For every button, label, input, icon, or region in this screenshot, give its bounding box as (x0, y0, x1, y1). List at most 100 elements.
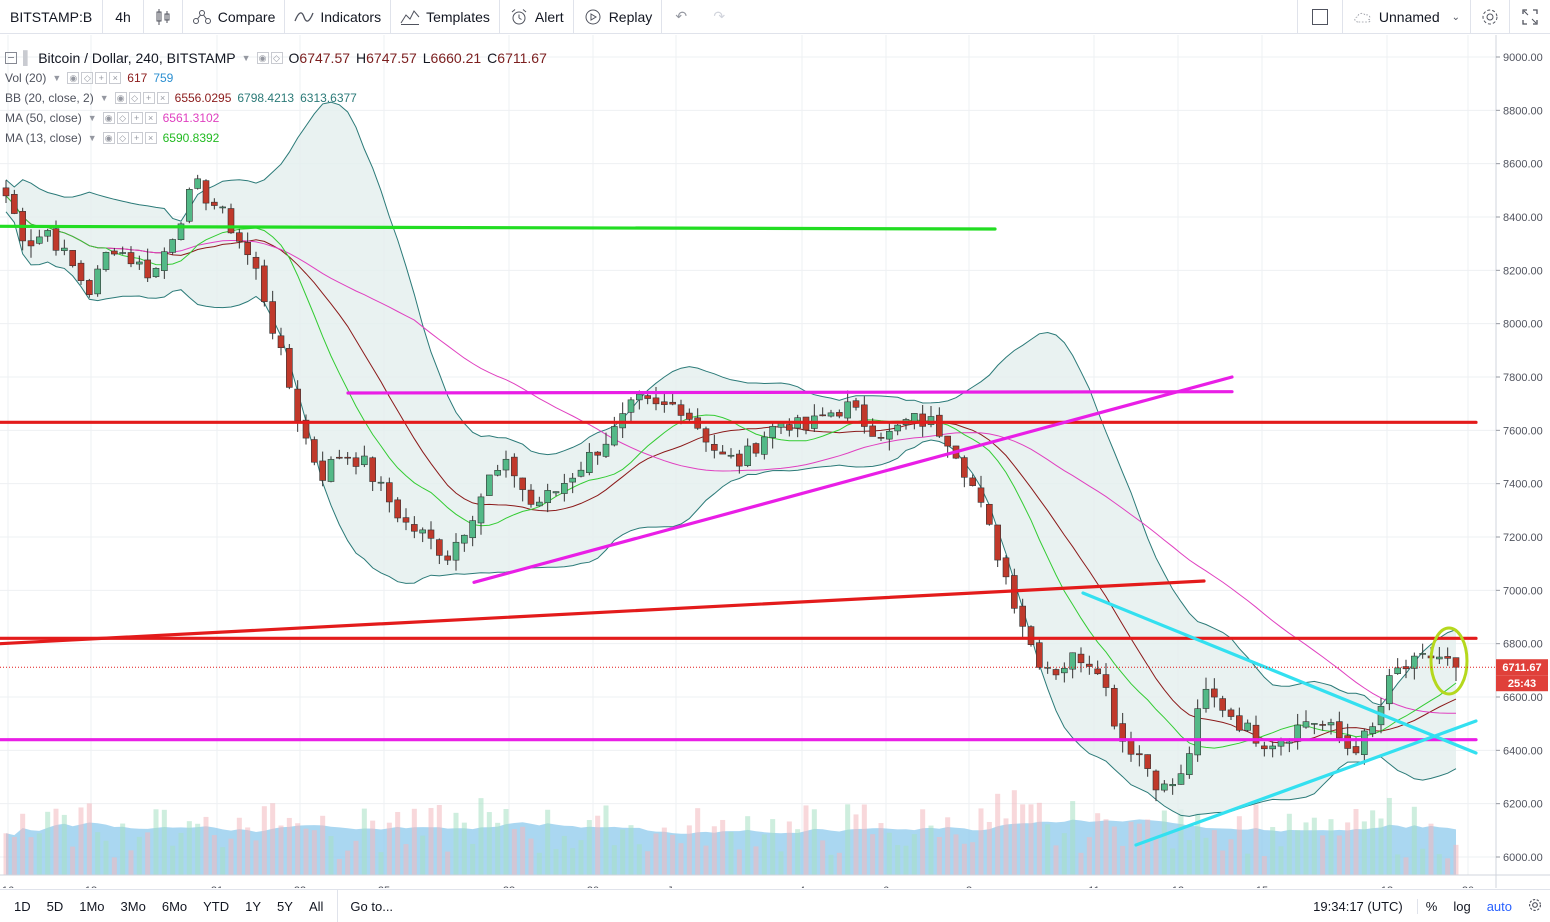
candle-body (1402, 666, 1410, 670)
candle-body (269, 301, 276, 334)
settings-small-icon[interactable]: ◇ (116, 132, 129, 144)
volume-bar (1095, 813, 1101, 875)
candle (219, 205, 226, 214)
plus-icon[interactable]: + (95, 72, 108, 84)
range-button-6mo[interactable]: 6Mo (161, 898, 188, 914)
auto-toggle[interactable]: auto (1486, 899, 1512, 914)
eye-icon[interactable]: ◉ (102, 132, 115, 144)
volume-bar (3, 833, 9, 875)
interval-selector[interactable]: 4h (103, 0, 144, 34)
volume-controls[interactable]: ◉ ◇ + × (67, 72, 122, 84)
candle (452, 533, 460, 571)
close-icon[interactable]: × (144, 112, 157, 124)
range-button-1mo[interactable]: 1Mo (79, 898, 105, 914)
price-chart[interactable]: 9000.00 8800.00 8600.00 8400.00 8200.00 8000.… (0, 35, 1550, 888)
settings-small-icon[interactable]: ◇ (128, 92, 141, 104)
indicators-button[interactable]: Indicators (285, 0, 392, 34)
caret-down-icon[interactable]: ▼ (87, 133, 97, 143)
save-layout-button[interactable]: Unnamed ⌄ (1341, 0, 1470, 34)
layout-toggle-button[interactable] (1296, 0, 1342, 34)
symbol-search[interactable]: BITSTAMP:B (0, 0, 104, 34)
caret-down-icon[interactable]: ▼ (52, 73, 62, 83)
candle (177, 222, 185, 241)
fullscreen-button[interactable] (1509, 0, 1550, 34)
settings-button[interactable] (1470, 0, 1509, 34)
series-controls[interactable]: ◉ ◇ (256, 52, 283, 64)
ma50-legend[interactable]: MA (50, close) ▼ ◉ ◇ + × 6561.3102 (5, 108, 547, 128)
range-button-1y[interactable]: 1Y (245, 898, 262, 914)
close-icon[interactable]: × (144, 132, 157, 144)
volume-bar (1403, 857, 1409, 875)
candle-body (69, 250, 76, 267)
candle (1369, 722, 1376, 738)
plus-icon[interactable]: + (142, 92, 155, 104)
eye-icon[interactable]: ◉ (114, 92, 127, 104)
caret-down-icon[interactable]: ▼ (87, 113, 97, 123)
candle-body (61, 247, 68, 251)
settings-small-icon[interactable]: ◇ (270, 52, 283, 64)
candle (227, 203, 235, 234)
candle (119, 246, 126, 255)
scale-settings-button[interactable] (1520, 898, 1550, 915)
interval-label: 4h (115, 8, 131, 25)
bb-legend[interactable]: BB (20, close, 2) ▼ ◉ ◇ + × 6556.0295 6798.… (5, 88, 547, 108)
plus-icon[interactable]: + (130, 112, 143, 124)
range-button-1d[interactable]: 1D (14, 898, 31, 914)
bb-lower-line (5, 211, 1457, 817)
ma13-legend[interactable]: MA (13, close) ▼ ◉ ◇ + × 6590.8392 (5, 128, 547, 148)
volume-bar (353, 840, 359, 875)
eye-icon[interactable]: ◉ (256, 52, 269, 64)
volume-bar (870, 834, 876, 875)
range-button-ytd[interactable]: YTD (203, 898, 230, 914)
caret-down-icon[interactable]: ▼ (99, 93, 109, 103)
log-toggle[interactable]: log (1453, 899, 1471, 914)
alert-button[interactable]: Alert (500, 0, 574, 34)
candle-body (819, 414, 826, 417)
percent-toggle[interactable]: % (1425, 899, 1438, 914)
close-icon[interactable]: × (156, 92, 169, 104)
candle (752, 442, 760, 457)
candle-body (202, 180, 210, 204)
settings-small-icon[interactable]: ◇ (116, 112, 129, 124)
range-button-all[interactable]: All (308, 898, 324, 914)
drawing-tools[interactable] (0, 224, 1478, 847)
chevron-down-icon: ⌄ (1451, 11, 1460, 23)
range-button-5d[interactable]: 5D (46, 898, 64, 914)
eye-icon[interactable]: ◉ (67, 72, 80, 84)
candle-body (1444, 656, 1451, 659)
plus-icon[interactable]: + (130, 132, 143, 144)
volume-bar (361, 808, 367, 875)
range-button-5y[interactable]: 5Y (277, 898, 293, 914)
candle (577, 461, 585, 478)
templates-button[interactable]: Templates (391, 0, 500, 34)
chart-area[interactable]: 9000.00 8800.00 8600.00 8400.00 8200.00 8000.… (0, 35, 1550, 888)
ma13-controls[interactable]: ◉ ◇ + × (102, 132, 157, 144)
volume-bar (61, 814, 67, 875)
candle-body (661, 401, 668, 405)
close-icon[interactable]: × (109, 72, 122, 84)
price-tick-label: 6600.00 (1503, 692, 1543, 704)
volume-bar (1395, 854, 1401, 875)
compare-button[interactable]: Compare (183, 0, 286, 34)
price-tick-label: 9000.00 (1503, 52, 1543, 64)
candle (1252, 715, 1260, 747)
chart-style-button[interactable] (144, 0, 183, 34)
series-legend[interactable]: ▌ Bitcoin / Dollar, 240, BITSTAMP ▼ ◉ ◇ O… (5, 48, 547, 68)
candle (886, 421, 893, 451)
candle (327, 456, 335, 483)
price-tick-label: 8200.00 (1503, 265, 1543, 277)
replay-button[interactable]: Replay (574, 0, 663, 34)
range-button-3mo[interactable]: 3Mo (120, 898, 146, 914)
volume-bar (986, 821, 992, 875)
bb-controls[interactable]: ◉ ◇ + × (114, 92, 169, 104)
caret-down-icon[interactable]: ▼ (241, 53, 251, 63)
undo-button[interactable]: ↶ (662, 0, 700, 34)
settings-small-icon[interactable]: ◇ (81, 72, 94, 84)
goto-button[interactable]: Go to... (337, 889, 405, 922)
collapse-legend-icon[interactable] (5, 52, 17, 64)
eye-icon[interactable]: ◉ (102, 112, 115, 124)
ma50-controls[interactable]: ◉ ◇ + × (102, 112, 157, 124)
redo-button[interactable]: ↷ (700, 0, 738, 34)
volume-bar (395, 811, 401, 875)
volume-legend[interactable]: Vol (20) ▼ ◉ ◇ + × 617 759 (5, 68, 547, 88)
